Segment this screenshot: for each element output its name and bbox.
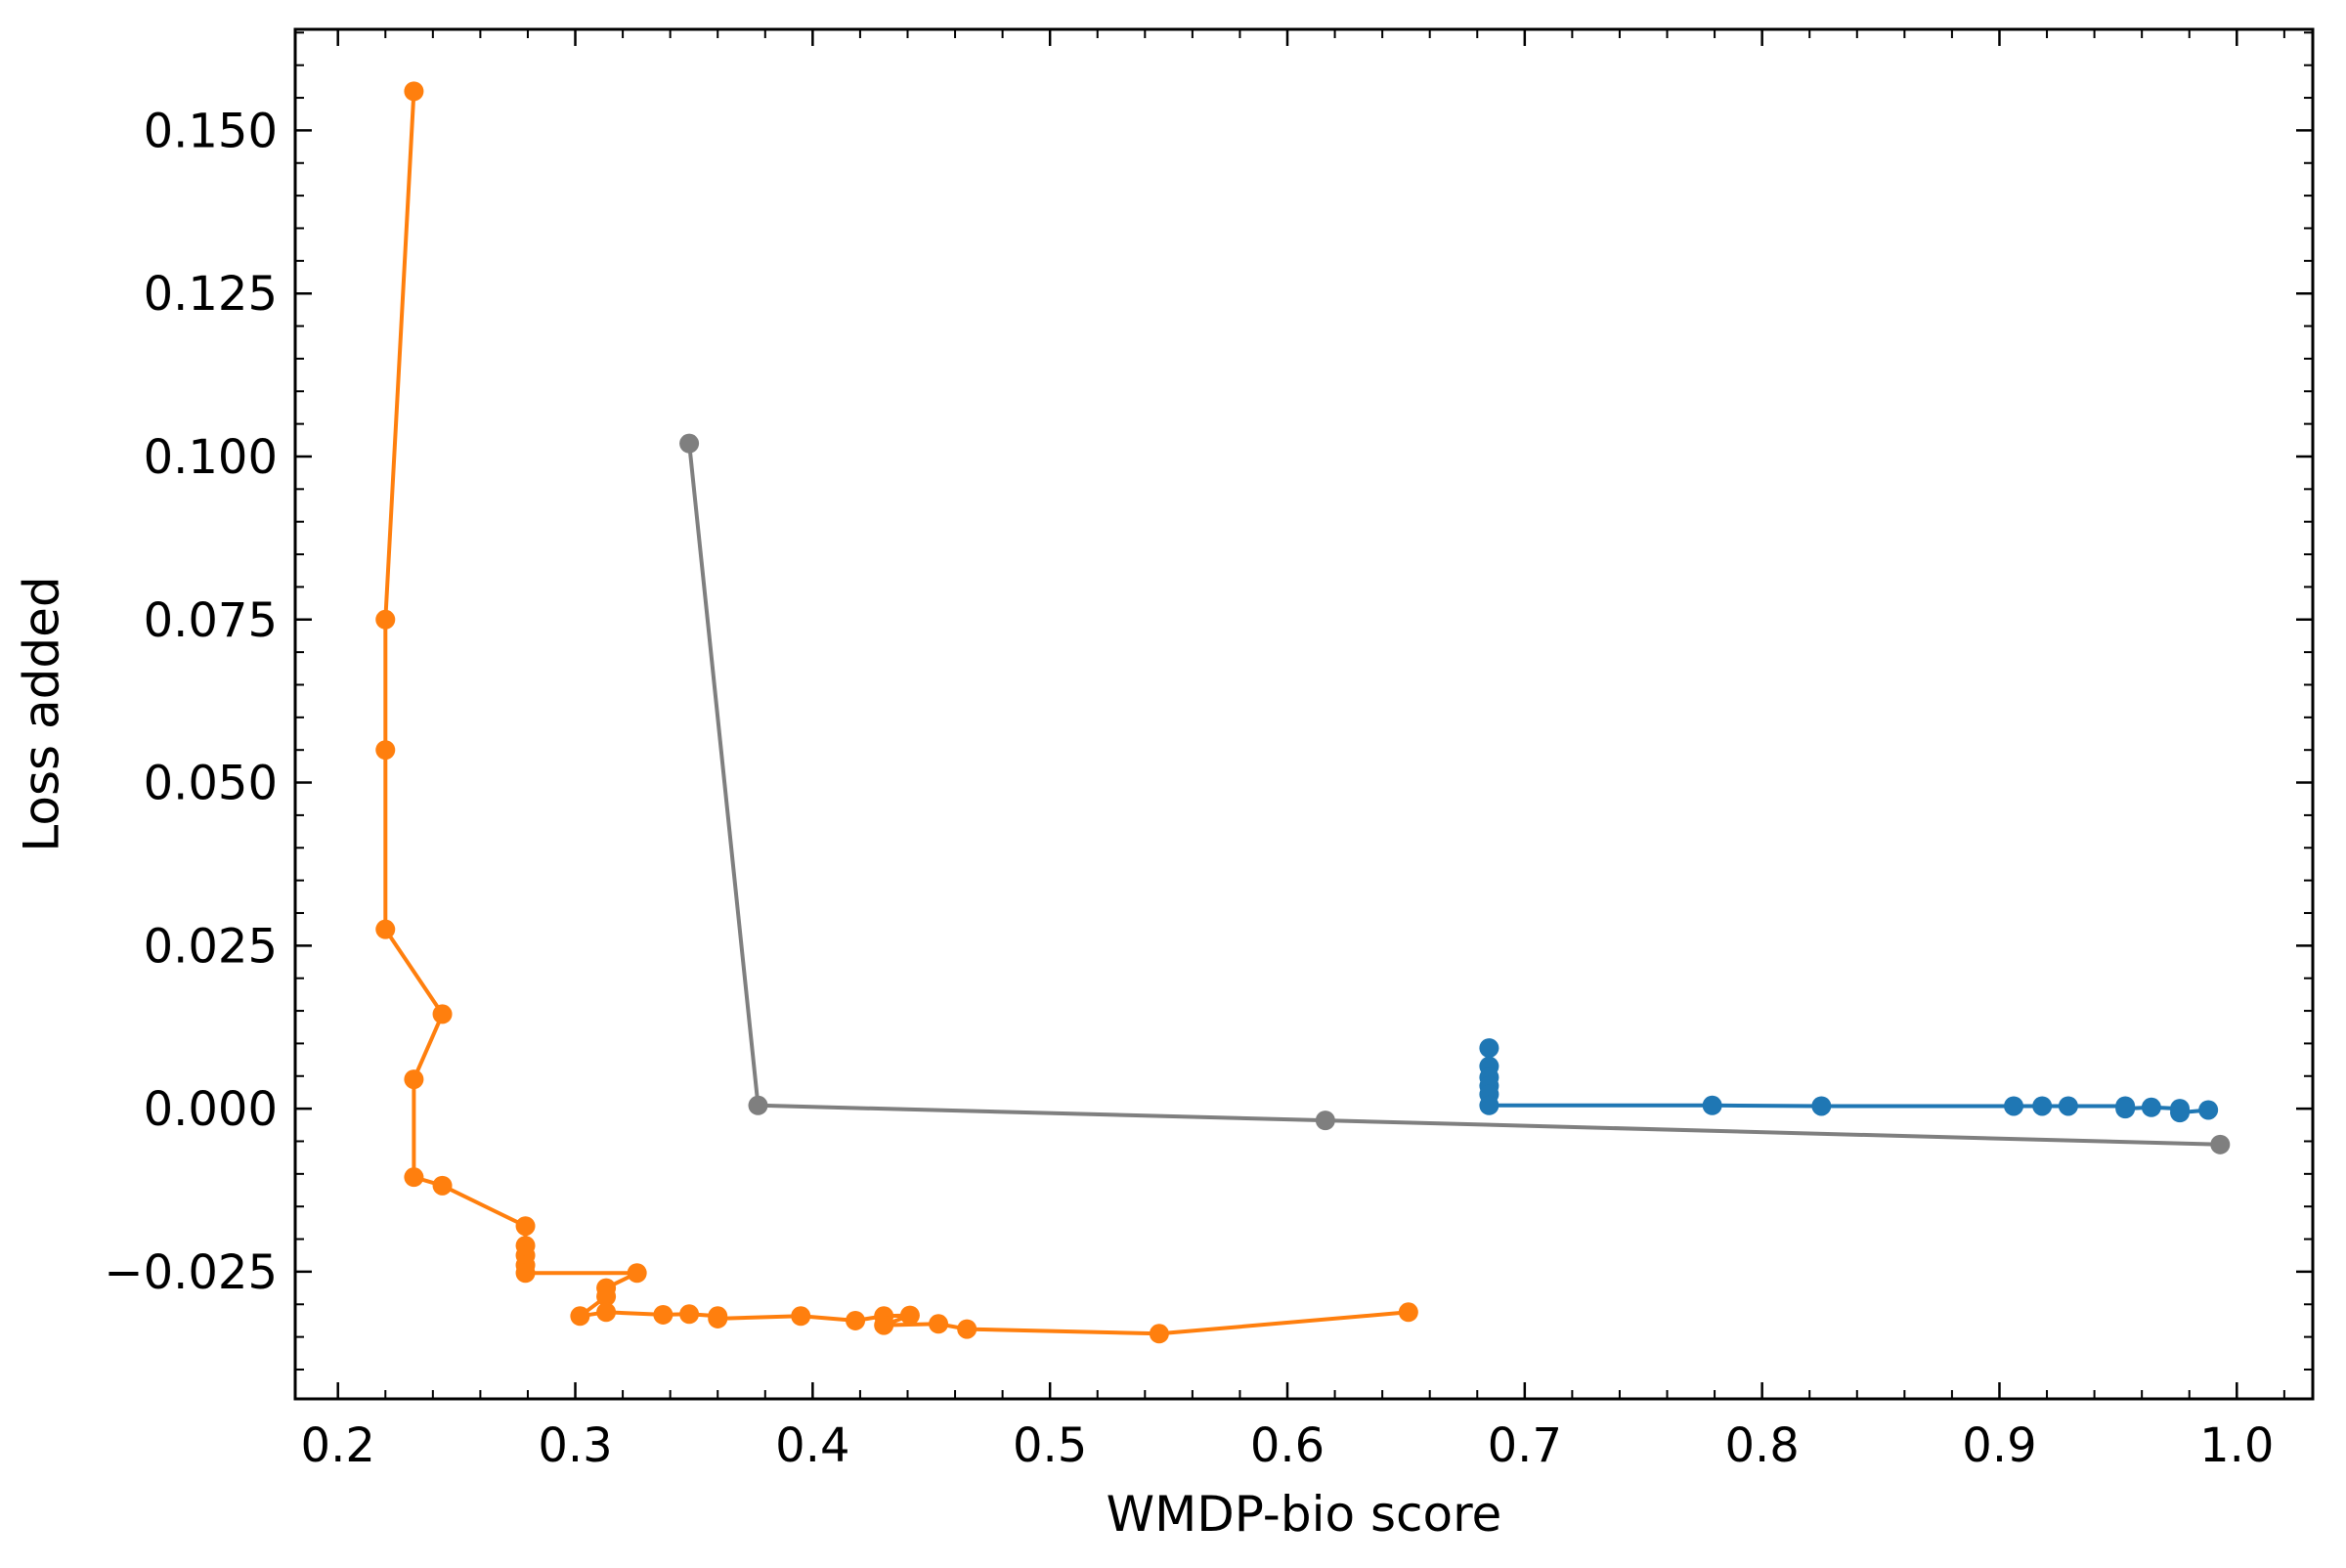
series-line — [1487, 1048, 2209, 1115]
y-tick-label: 0.150 — [144, 104, 278, 158]
data-point — [404, 1167, 424, 1188]
series-3 — [1479, 1038, 2219, 1123]
series-2 — [679, 433, 2231, 1154]
y-tick-label: 0.025 — [144, 919, 278, 974]
data-point — [653, 1304, 673, 1325]
data-point — [432, 1175, 453, 1196]
data-point — [570, 1306, 590, 1327]
y-tick-label: −0.025 — [104, 1245, 278, 1300]
data-point — [679, 1304, 700, 1325]
data-point — [1702, 1095, 1722, 1115]
plot-frame — [293, 27, 2315, 1401]
data-point — [375, 740, 396, 761]
tick-labels: 0.2 0.3 0.4 0.5 0.6 0.7 0.8 0.9 1.0 −0.025 0.000 0.… — [104, 104, 2274, 1473]
series-layer — [375, 81, 2231, 1344]
data-point — [2210, 1134, 2231, 1154]
data-point — [1315, 1111, 1335, 1131]
data-point — [375, 609, 396, 630]
x-tick-label: 0.4 — [775, 1418, 849, 1473]
data-point — [375, 919, 396, 939]
x-tick-label: 0.6 — [1250, 1418, 1325, 1473]
y-tick-label: 0.125 — [144, 267, 278, 322]
data-point — [791, 1306, 811, 1327]
data-point — [1398, 1302, 1418, 1323]
y-tick-label: 0.075 — [144, 593, 278, 648]
x-tick-label: 0.2 — [301, 1418, 375, 1473]
x-tick-label: 0.8 — [1724, 1418, 1799, 1473]
data-point — [846, 1310, 866, 1330]
data-point — [2170, 1103, 2191, 1123]
data-point — [1811, 1096, 1832, 1116]
data-point — [596, 1286, 617, 1307]
data-point — [899, 1305, 920, 1326]
series-line — [383, 91, 1409, 1336]
x-tick-label: 0.5 — [1013, 1418, 1087, 1473]
data-point — [874, 1315, 894, 1335]
series-line — [687, 443, 2221, 1147]
series-1 — [375, 81, 1418, 1344]
tick-marks — [295, 29, 2313, 1399]
data-point — [596, 1302, 617, 1323]
y-axis-title: Loss added — [14, 576, 70, 851]
data-point — [2058, 1096, 2078, 1116]
data-point — [748, 1095, 768, 1115]
data-point — [679, 433, 700, 454]
data-point — [929, 1314, 949, 1334]
data-point — [2198, 1100, 2219, 1120]
data-point — [1149, 1324, 1169, 1344]
x-axis-title: WMDP-bio score — [1107, 1486, 1502, 1543]
data-point — [1479, 1038, 1499, 1059]
y-tick-label: 0.100 — [144, 430, 278, 485]
data-point — [515, 1263, 536, 1284]
data-point — [404, 81, 424, 102]
x-tick-label: 0.3 — [538, 1418, 612, 1473]
data-point — [432, 1004, 453, 1024]
data-point — [708, 1308, 728, 1328]
data-point — [404, 1069, 424, 1090]
x-tick-label: 0.9 — [1962, 1418, 2036, 1473]
data-point — [2141, 1097, 2161, 1117]
y-tick-label: 0.000 — [144, 1082, 278, 1137]
data-point — [627, 1263, 647, 1284]
data-point — [2004, 1096, 2024, 1116]
data-point — [1479, 1095, 1499, 1115]
x-tick-label: 1.0 — [2199, 1418, 2274, 1473]
x-tick-label: 0.7 — [1488, 1418, 1562, 1473]
y-tick-label: 0.050 — [144, 757, 278, 811]
data-point — [2115, 1099, 2136, 1119]
data-point — [2032, 1096, 2053, 1116]
data-point — [957, 1319, 978, 1339]
data-point — [515, 1216, 536, 1237]
